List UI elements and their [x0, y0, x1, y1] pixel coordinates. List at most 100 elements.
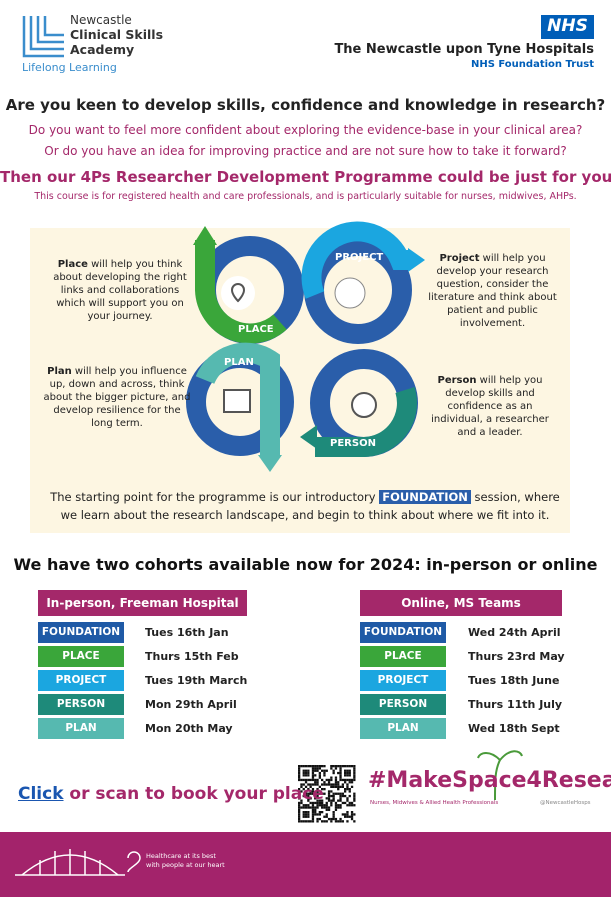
- qr-module: [314, 813, 317, 816]
- qr-module: [323, 771, 326, 775]
- person-ring: [300, 349, 418, 457]
- qr-module: [339, 771, 342, 775]
- qr-module: [298, 815, 301, 818]
- qr-module: [325, 804, 328, 807]
- qr-module: [346, 811, 349, 814]
- qr-module: [337, 781, 340, 784]
- qr-module: [337, 799, 340, 802]
- qr-module: [302, 813, 305, 816]
- qr-module: [330, 776, 333, 779]
- qr-module: [339, 778, 342, 782]
- qr-module: [327, 797, 331, 800]
- stage-cell: FOUNDATION: [38, 622, 124, 643]
- qr-module: [348, 804, 351, 807]
- qr-module: [321, 811, 324, 814]
- qr-module: [300, 778, 303, 782]
- call-to-action: Click or scan to book your place: [18, 784, 324, 804]
- hashtag-sub: Nurses, Midwives & Allied Health Profess…: [370, 800, 499, 806]
- qr-module: [325, 813, 328, 816]
- qr-module: [350, 815, 354, 818]
- qr-module: [316, 804, 319, 807]
- qr-module: [348, 769, 351, 772]
- description: Person will help you develop skills and …: [425, 374, 555, 439]
- qr-module: [325, 801, 328, 805]
- qr-module: [298, 765, 301, 768]
- qr-module: [327, 817, 331, 821]
- qr-module: [311, 820, 315, 823]
- qr-module: [318, 765, 321, 768]
- qr-module: [337, 785, 340, 788]
- qr-module: [353, 799, 356, 802]
- tagline: Lifelong Learning: [22, 61, 117, 74]
- qr-module: [323, 806, 326, 809]
- qr-module: [318, 774, 321, 777]
- qr-module: [330, 794, 333, 798]
- qr-module: [341, 783, 344, 786]
- date-cell: Thurs 11th July: [468, 698, 563, 711]
- qr-module: [309, 765, 312, 768]
- qr-module: [341, 778, 344, 782]
- qr-module: [339, 776, 342, 779]
- intro-line: Do you want to feel more confident about…: [28, 123, 583, 137]
- qr-module: [304, 781, 308, 784]
- qr-module: [350, 813, 354, 816]
- qr-module: [316, 767, 319, 770]
- qr-module: [341, 792, 344, 795]
- qr-module: [304, 765, 308, 768]
- qr-module: [332, 815, 335, 818]
- qr-module: [318, 776, 321, 779]
- lead: Plan: [47, 366, 72, 377]
- date-cell: Thurs 15th Feb: [145, 650, 239, 663]
- qr-module: [309, 778, 312, 782]
- qr-module: [334, 778, 338, 782]
- qr-module: [311, 774, 315, 777]
- qr-module: [348, 801, 351, 805]
- qr-module: [323, 765, 326, 768]
- qr-module: [323, 804, 326, 807]
- qr-module: [337, 765, 340, 768]
- qr-module: [332, 817, 335, 821]
- qr-module: [311, 817, 315, 821]
- book-link[interactable]: Click: [18, 784, 64, 804]
- qr-module: [346, 788, 349, 791]
- qr-module: [334, 767, 338, 770]
- bridge: [15, 849, 141, 876]
- qr-module: [298, 804, 301, 807]
- qr-module: [298, 767, 301, 770]
- qr-module: [314, 797, 317, 800]
- qr-module: [311, 815, 315, 818]
- qr-module: [316, 799, 319, 802]
- qr-module: [311, 813, 315, 816]
- qr-module: [353, 820, 356, 823]
- qr-module: [325, 783, 328, 786]
- qr-module: [321, 788, 324, 791]
- qr-module: [316, 790, 319, 793]
- qr-module: [334, 808, 338, 811]
- qr-module: [302, 815, 305, 818]
- table-title: Online, MS Teams: [360, 590, 562, 616]
- qr-module: [337, 806, 340, 809]
- qr-module: [327, 790, 331, 793]
- qr-module: [311, 783, 315, 786]
- qr-module: [316, 813, 319, 816]
- qr-module: [321, 806, 324, 809]
- qr-module: [311, 788, 315, 791]
- description: Plan will help you influence up, down an…: [42, 365, 192, 430]
- qr-module: [334, 765, 338, 768]
- qr-module: [307, 783, 310, 786]
- date-cell: Wed 24th April: [468, 626, 561, 639]
- academy-name: Clinical Skills: [70, 27, 164, 42]
- qr-module: [304, 771, 308, 775]
- arrow-label: PLAN: [224, 357, 254, 368]
- qr-module: [332, 813, 335, 816]
- qr-module: [302, 778, 305, 782]
- qr-module: [311, 776, 315, 779]
- qr-module: [344, 778, 347, 782]
- qr-module: [339, 765, 342, 768]
- qr-module: [309, 797, 312, 800]
- qr-module: [339, 769, 342, 772]
- qr-module: [314, 806, 317, 809]
- qr-module: [323, 774, 326, 777]
- qr-module: [323, 769, 326, 772]
- qr-module: [344, 790, 347, 793]
